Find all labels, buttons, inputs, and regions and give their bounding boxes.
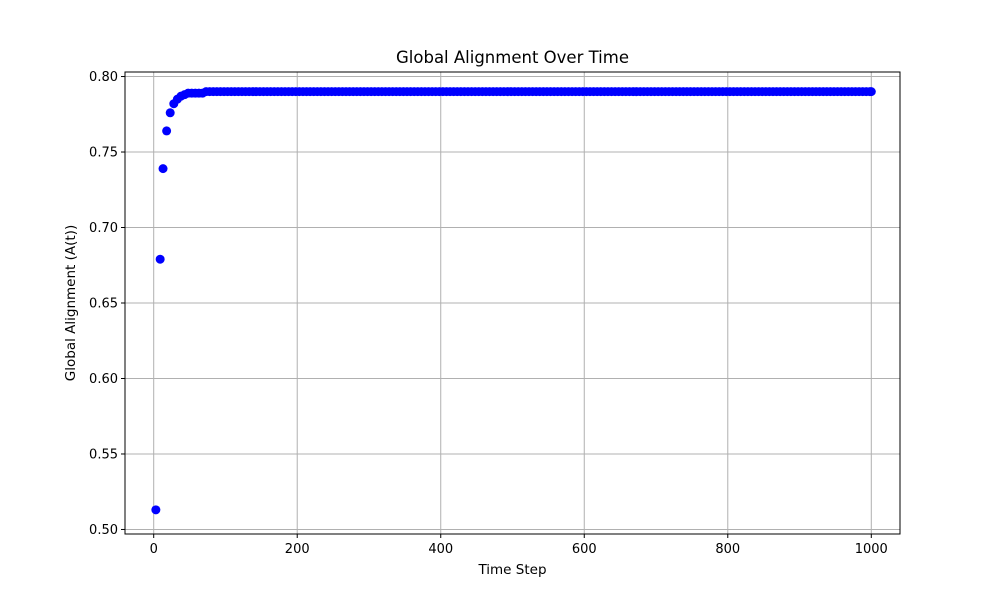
x-tick-label: 200 [285, 542, 310, 557]
y-tick-label: 0.75 [89, 146, 118, 161]
y-tick-label: 0.65 [89, 297, 118, 312]
x-axis-label: Time Step [477, 562, 546, 578]
y-tick-label: 0.50 [89, 523, 118, 538]
x-tick-label: 400 [428, 542, 453, 557]
x-tick-label: 800 [715, 542, 740, 557]
data-point [155, 254, 165, 264]
y-tick-label: 0.60 [89, 372, 118, 387]
y-tick-label: 0.70 [89, 221, 118, 236]
data-point [158, 164, 168, 174]
y-tick-label: 0.80 [89, 70, 118, 85]
y-tick-label: 0.55 [89, 447, 118, 462]
y-axis-label: Global Alignment (A(t)) [63, 225, 79, 381]
x-tick-label: 1000 [855, 542, 888, 557]
x-axis-ticks: 0 200 400 600 800 1000 [150, 534, 888, 557]
data-point [165, 108, 175, 118]
data-point [151, 505, 161, 515]
y-axis-ticks: 0.50 0.55 0.60 0.65 0.70 0.75 0.80 [89, 70, 125, 538]
x-tick-label: 0 [150, 542, 158, 557]
grid [125, 72, 900, 534]
data-point [866, 87, 876, 97]
data-point [162, 126, 172, 136]
chart-title: Global Alignment Over Time [396, 48, 629, 67]
data-points [151, 87, 876, 515]
x-tick-label: 600 [572, 542, 597, 557]
